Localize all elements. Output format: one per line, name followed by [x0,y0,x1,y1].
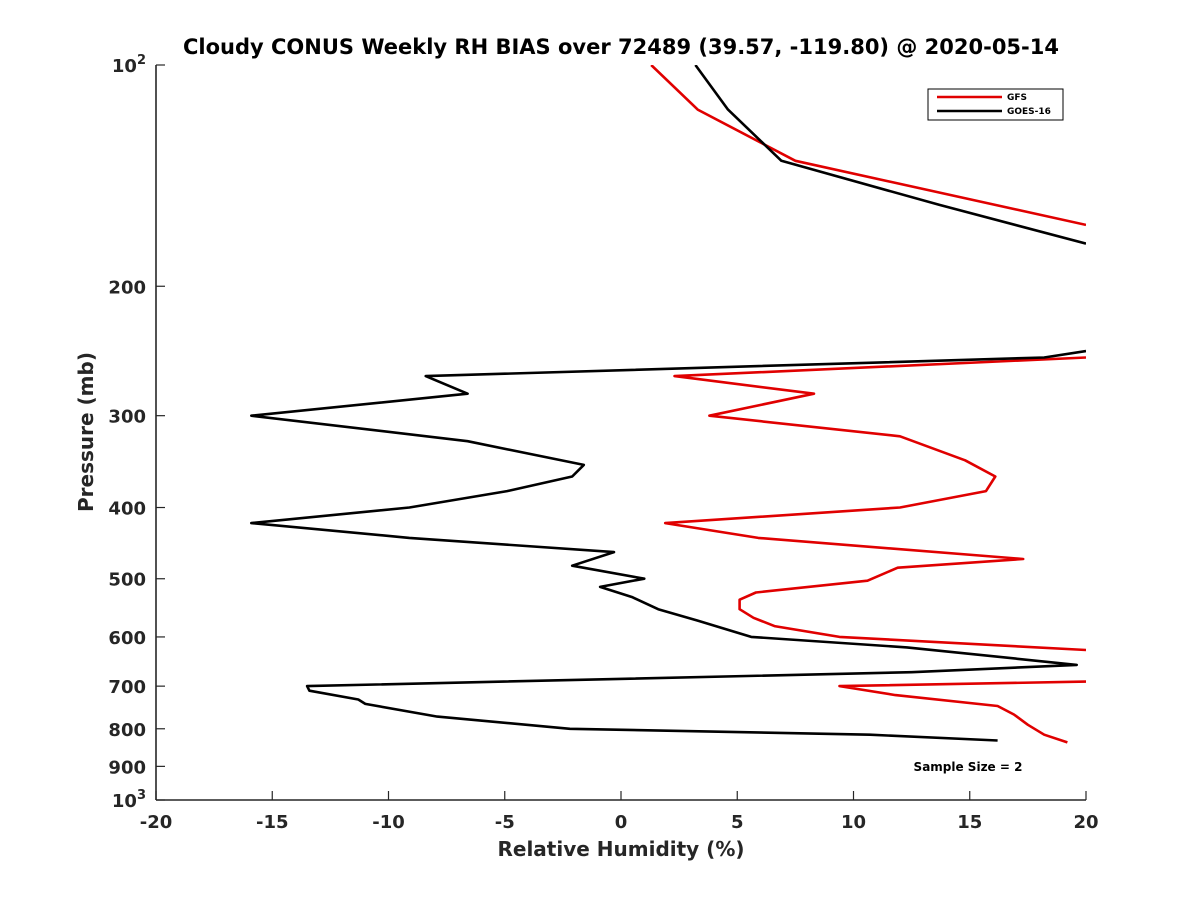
x-tick-label: 20 [1073,812,1098,833]
legend: GFS GOES-16 [927,88,1064,121]
series-line-0 [650,65,1086,744]
x-tick-label: 15 [957,812,982,833]
x-axis-label: Relative Humidity (%) [497,837,744,861]
y-tick-label: 400 [108,499,146,520]
legend-frame [927,88,1064,121]
legend-label: GFS [1007,93,1027,103]
y-tick-label: 600 [108,628,146,649]
x-tick-label: -15 [256,812,289,833]
x-tick-label: -5 [495,812,515,833]
sample-size-annotation: Sample Size = 2 [914,760,1023,774]
y-tick-label: 103 [112,788,146,812]
chart-title: Cloudy CONUS Weekly RH BIAS over 72489 (… [183,35,1059,59]
x-tick-label: 10 [841,812,866,833]
y-tick-label: 700 [108,677,146,698]
x-tick-label: -20 [140,812,173,833]
legend-label: GOES-16 [1007,107,1051,117]
y-tick-label: 200 [108,277,146,298]
y-tick-label: 500 [108,570,146,591]
x-tick-label: 0 [615,812,628,833]
y-tick-label: 300 [108,407,146,428]
x-tick-label: 5 [731,812,744,833]
axis-layer: -20 -15 -10 -5 0 5 10 15 20 102 200 300 400 500 600 700… [108,53,1098,833]
y-tick-label: 102 [112,53,146,77]
y-axis-label: Pressure (mb) [74,352,98,512]
y-tick-label: 800 [108,720,146,741]
x-tick-label: -10 [372,812,405,833]
series-layer [250,65,1086,744]
y-tick-label: 900 [108,757,146,778]
plot-background [156,65,1086,800]
series-line-1 [250,65,1086,742]
